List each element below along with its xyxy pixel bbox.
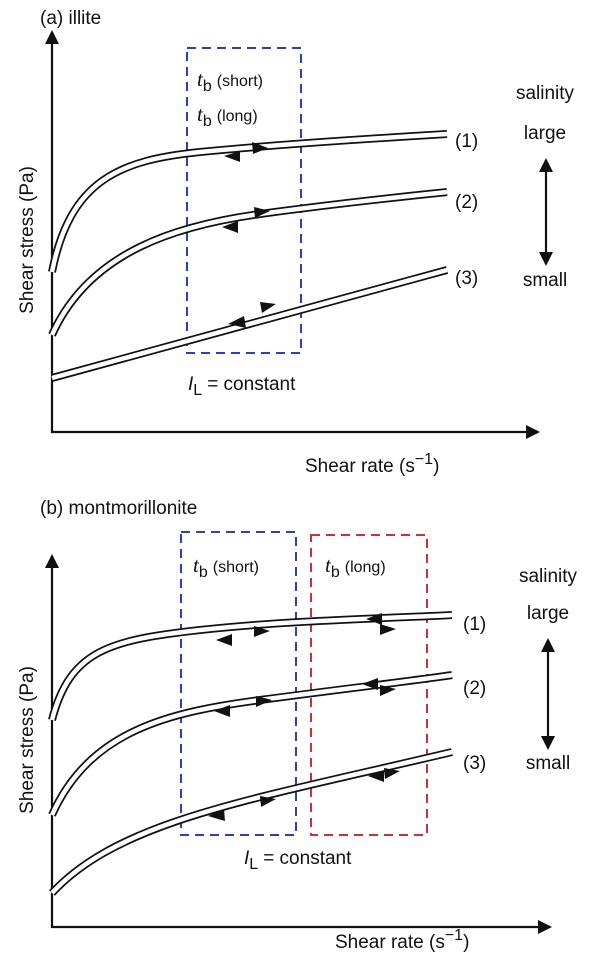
curve-inner [51, 267, 448, 381]
salinity-top: large [524, 123, 566, 144]
panel-label: (b) montmorillonite [40, 498, 197, 519]
salinity-title: salinity [516, 83, 575, 104]
panel-label: (a) illite [40, 8, 101, 29]
curve-inner [49, 672, 453, 816]
box-text: tb (short) [197, 67, 263, 95]
curve-label: (1) [455, 131, 478, 152]
curve-label: (3) [463, 753, 486, 774]
salinity-bottom: small [526, 753, 570, 774]
box-text: tb (long) [197, 102, 258, 130]
curve-inner [49, 131, 448, 273]
curve-inner [49, 612, 453, 721]
time-box [310, 534, 428, 836]
salinity-title: salinity [519, 566, 578, 587]
salinity-top: large [527, 603, 569, 624]
curve-label: (2) [455, 192, 478, 213]
panel-b: (b) montmorillonite Shear stress (Pa) Sh… [17, 498, 578, 953]
curve [48, 130, 448, 273]
condition: IL = constant [244, 848, 352, 873]
direction-arrows [222, 142, 276, 328]
x-axis-label: Shear rate (s−1) [335, 927, 469, 953]
box-text: tb (short) [193, 553, 259, 581]
direction-arrows [208, 613, 400, 821]
curve-inner [50, 749, 453, 895]
y-axis-label: Shear stress (Pa) [17, 666, 38, 814]
box-text: tb (long) [325, 553, 386, 581]
curve-inner [49, 189, 448, 336]
curve-label: (2) [463, 678, 486, 699]
curve-label: (1) [463, 614, 486, 635]
curve-label: (3) [455, 268, 478, 289]
condition: IL = constant [188, 374, 296, 399]
y-axis-label: Shear stress (Pa) [17, 166, 38, 314]
salinity-bottom: small [523, 270, 567, 291]
x-axis-label: Shear rate (s−1) [305, 451, 439, 477]
panel-a: (a) illite Shear stress (Pa) Shear rate … [17, 8, 575, 477]
